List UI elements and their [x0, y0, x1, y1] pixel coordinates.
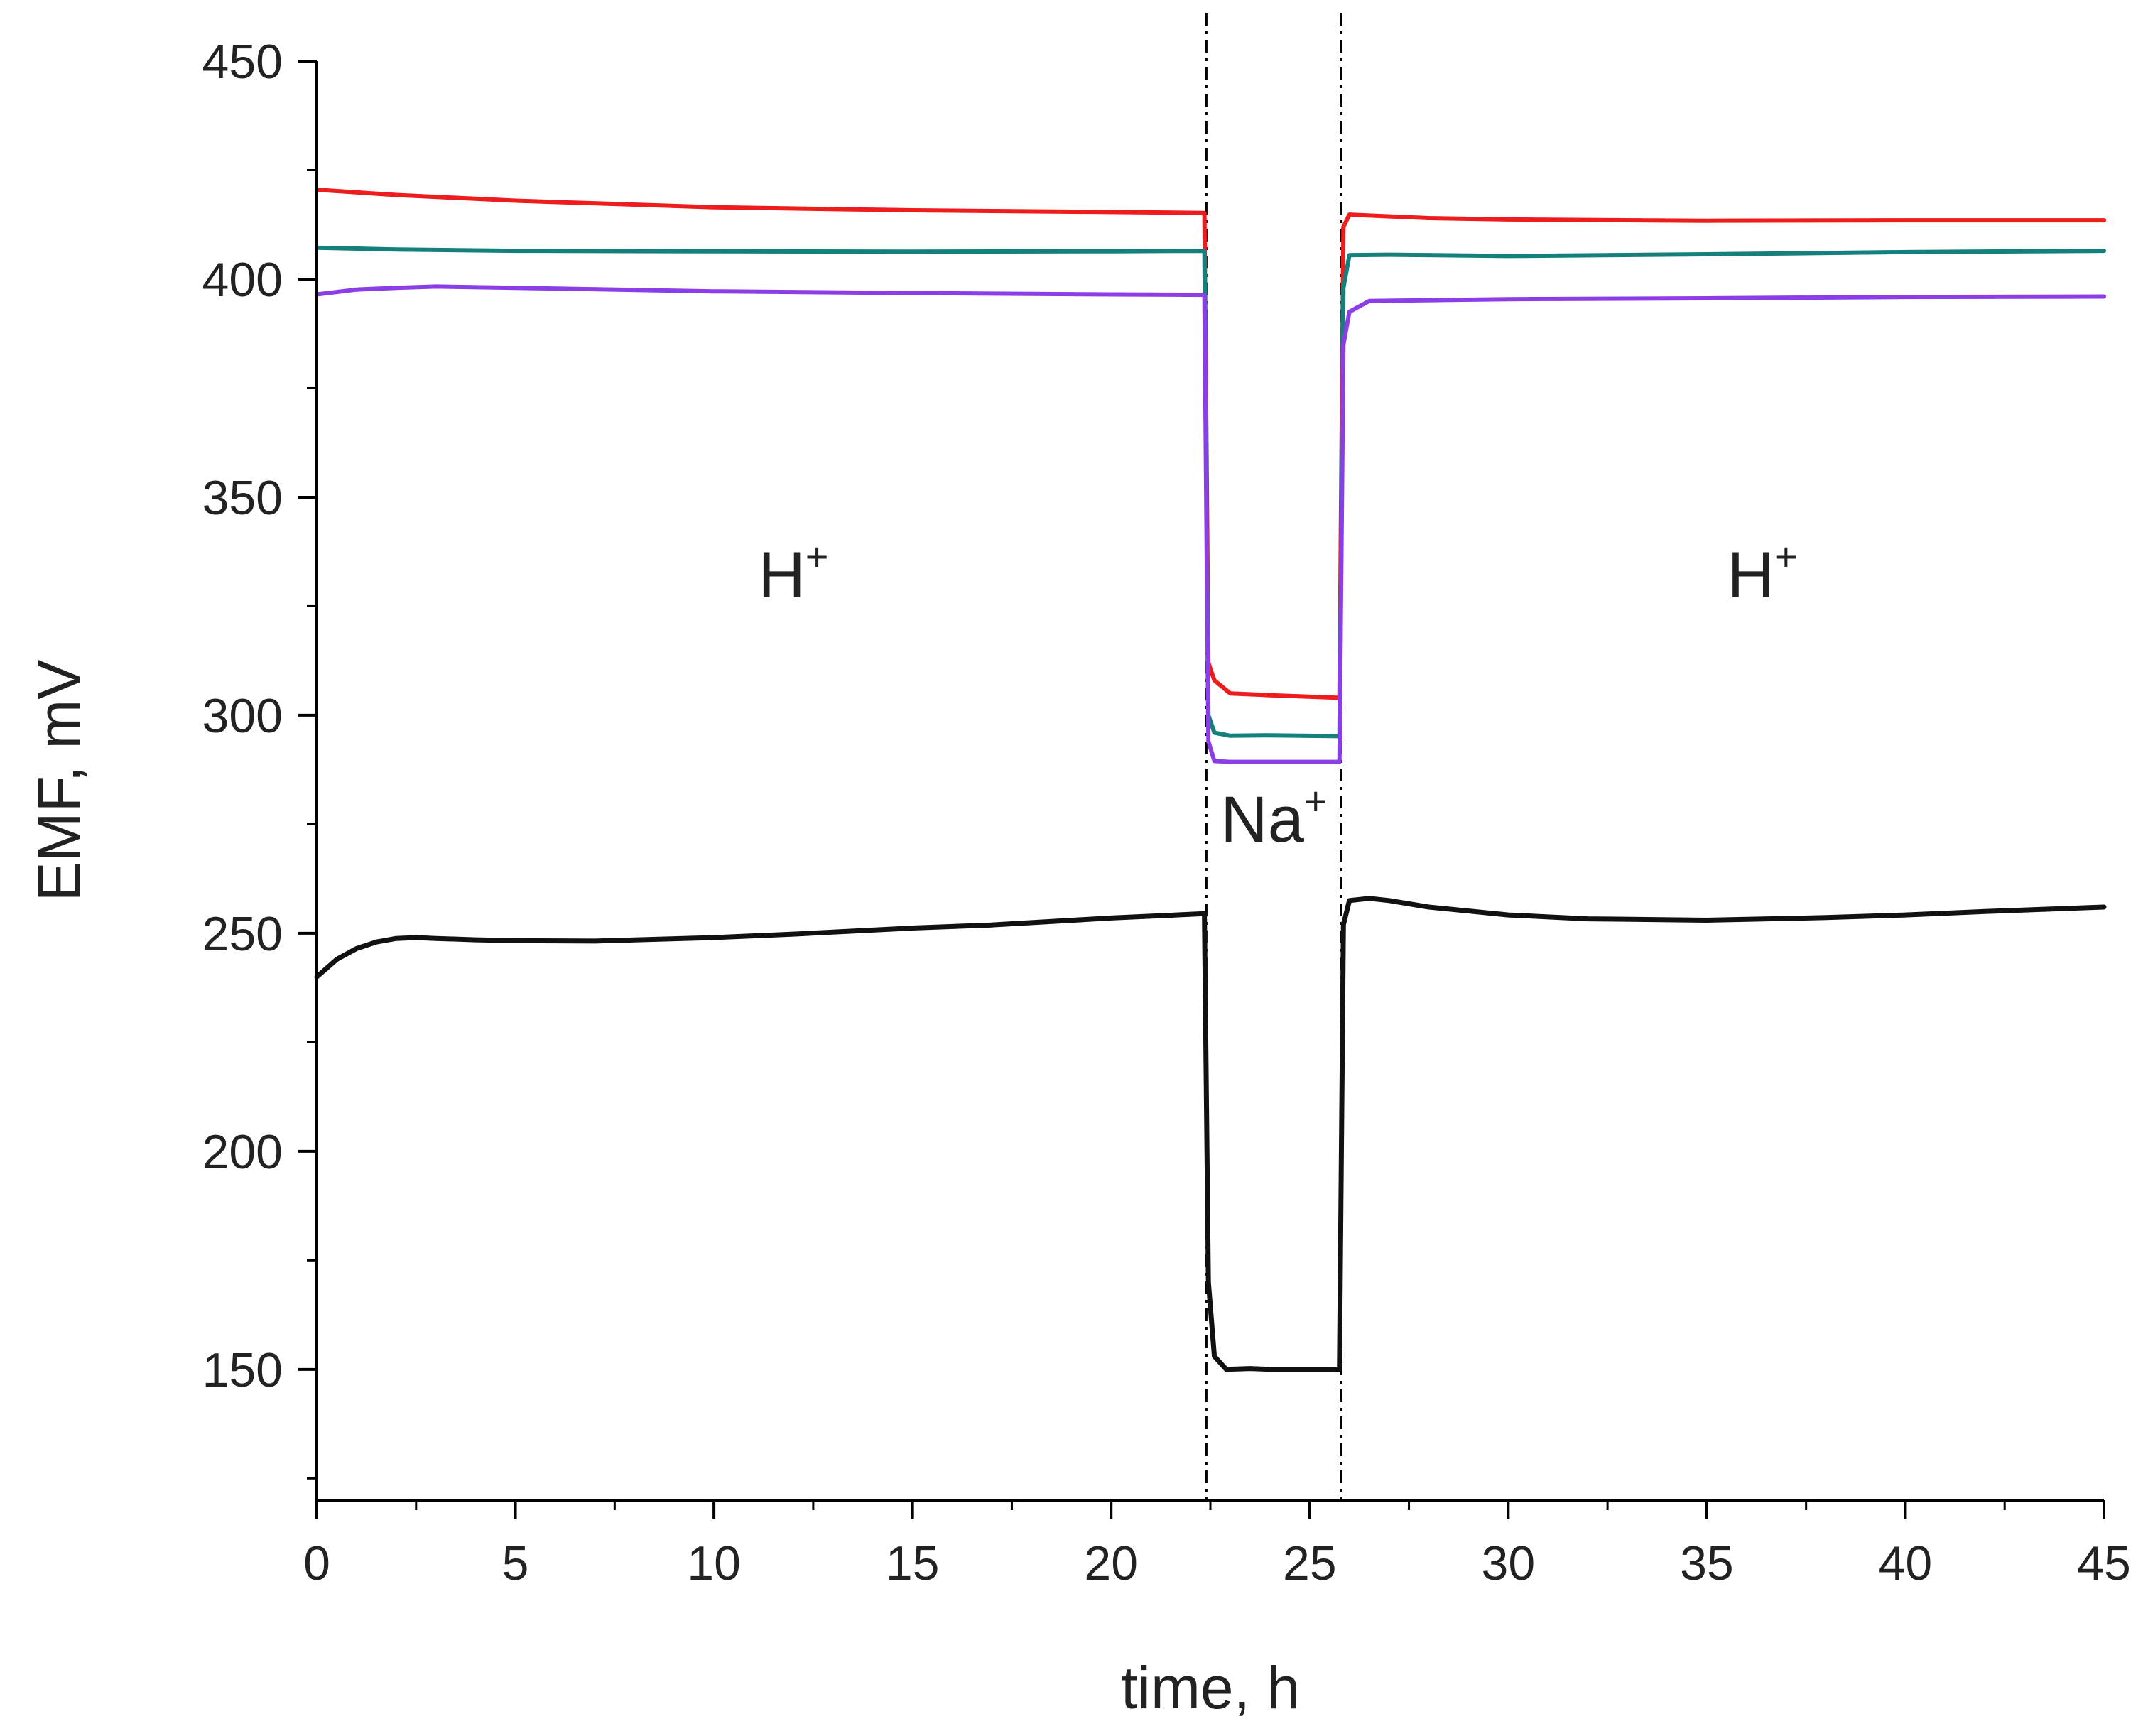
- x-tick-label: 35: [1680, 1536, 1734, 1590]
- series-line-red: [315, 188, 2106, 700]
- y-tick-label: 250: [202, 907, 283, 961]
- phase-boundaries: [1205, 13, 1343, 1500]
- x-tick-label: 5: [502, 1536, 529, 1590]
- axis-ticks: 0 5 10 15 20 25 30 35 40 45 150 200 250 300 350 400 450: [202, 35, 2131, 1590]
- x-tick-label: 10: [687, 1536, 741, 1590]
- x-tick-label: 30: [1482, 1536, 1536, 1590]
- region-label: H+: [758, 534, 828, 612]
- y-tick-label: 400: [202, 253, 283, 307]
- x-tick-label: 20: [1084, 1536, 1138, 1590]
- y-tick-label: 300: [202, 689, 283, 743]
- y-tick-label: 150: [202, 1343, 283, 1397]
- x-tick-label: 15: [886, 1536, 940, 1590]
- y-tick-label: 450: [202, 35, 283, 89]
- y-tick-label: 200: [202, 1125, 283, 1179]
- x-tick-label: 45: [2077, 1536, 2131, 1590]
- x-tick-label: 40: [1879, 1536, 1933, 1590]
- series-line-black: [314, 896, 2107, 1372]
- y-tick-label: 350: [202, 471, 283, 525]
- region-annotations: H+ Na+ H+: [758, 534, 1797, 856]
- series-line-purple: [315, 284, 2106, 764]
- region-label: H+: [1727, 534, 1798, 612]
- series-lines: [314, 188, 2107, 1372]
- x-tick-label: 0: [303, 1536, 330, 1590]
- x-axis-title: time, h: [1121, 1654, 1300, 1721]
- series-line-teal: [315, 245, 2106, 739]
- x-tick-label: 25: [1283, 1536, 1337, 1590]
- region-label: Na+: [1220, 779, 1327, 856]
- y-axis-title: EMF, mV: [26, 660, 92, 902]
